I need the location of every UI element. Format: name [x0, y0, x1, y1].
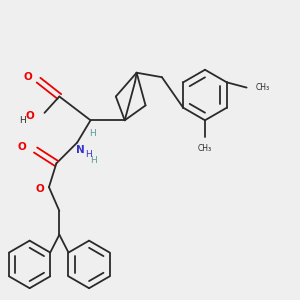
Text: O: O	[35, 184, 44, 194]
Text: H: H	[19, 116, 26, 125]
Text: CH₃: CH₃	[256, 83, 270, 92]
Text: H: H	[89, 129, 95, 138]
Text: O: O	[17, 142, 26, 152]
Text: O: O	[25, 111, 34, 121]
Text: CH₃: CH₃	[198, 144, 212, 153]
Text: H: H	[85, 150, 92, 159]
Text: N: N	[76, 145, 85, 155]
Text: H: H	[90, 157, 97, 166]
Text: O: O	[24, 72, 32, 82]
